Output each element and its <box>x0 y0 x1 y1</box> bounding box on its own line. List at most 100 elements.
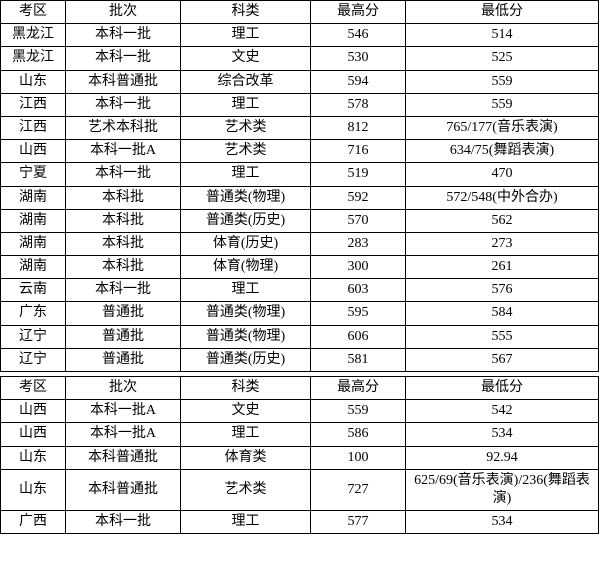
table-row: 山东本科普通批综合改革594559 <box>1 70 599 93</box>
table-row: 山东本科普通批体育类10092.94 <box>1 446 599 469</box>
table-row: 辽宁普通批普通类(历史)581567 <box>1 348 599 371</box>
table-cell: 普通类(物理) <box>181 325 311 348</box>
table-row: 山东本科普通批艺术类727625/69(音乐表演)/236(舞蹈表演) <box>1 469 599 510</box>
table-cell: 山东 <box>1 446 66 469</box>
table-cell: 山东 <box>1 469 66 510</box>
table-cell: 艺术本科批 <box>66 116 181 139</box>
admission-table-1: 考区 批次 科类 最高分 最低分 黑龙江本科一批理工546514黑龙江本科一批文… <box>0 0 599 372</box>
table-cell: 普通类(物理) <box>181 186 311 209</box>
table-cell: 湖南 <box>1 186 66 209</box>
table-cell: 本科批 <box>66 209 181 232</box>
table-cell: 江西 <box>1 116 66 139</box>
table-cell: 体育(物理) <box>181 256 311 279</box>
table-cell: 562 <box>406 209 599 232</box>
table-row: 黑龙江本科一批文史530525 <box>1 47 599 70</box>
table-cell: 625/69(音乐表演)/236(舞蹈表演) <box>406 469 599 510</box>
table-cell: 本科批 <box>66 186 181 209</box>
table-cell: 文史 <box>181 400 311 423</box>
table-cell: 100 <box>311 446 406 469</box>
table-cell: 本科一批 <box>66 47 181 70</box>
table-cell: 577 <box>311 511 406 534</box>
table-cell: 525 <box>406 47 599 70</box>
table-cell: 体育类 <box>181 446 311 469</box>
table-row: 山西本科一批A文史559542 <box>1 400 599 423</box>
table-cell: 黑龙江 <box>1 24 66 47</box>
table-cell: 603 <box>311 279 406 302</box>
table-1-body: 黑龙江本科一批理工546514黑龙江本科一批文史530525山东本科普通批综合改… <box>1 24 599 372</box>
table-cell: 592 <box>311 186 406 209</box>
table-row: 广西本科一批理工577534 <box>1 511 599 534</box>
table-cell: 文史 <box>181 47 311 70</box>
table-cell: 本科一批A <box>66 140 181 163</box>
table-cell: 546 <box>311 24 406 47</box>
table-cell: 542 <box>406 400 599 423</box>
table-row: 广东普通批普通类(物理)595584 <box>1 302 599 325</box>
table-cell: 本科普通批 <box>66 446 181 469</box>
table-row: 山西本科一批A理工586534 <box>1 423 599 446</box>
table-cell: 634/75(舞蹈表演) <box>406 140 599 163</box>
table-cell: 727 <box>311 469 406 510</box>
table-cell: 湖南 <box>1 256 66 279</box>
table-row: 湖南本科批普通类(物理)592572/548(中外合办) <box>1 186 599 209</box>
table-cell: 606 <box>311 325 406 348</box>
table-cell: 湖南 <box>1 209 66 232</box>
table-cell: 普通批 <box>66 348 181 371</box>
table-cell: 559 <box>406 93 599 116</box>
table-cell: 普通批 <box>66 302 181 325</box>
table-cell: 理工 <box>181 163 311 186</box>
table-row: 辽宁普通批普通类(物理)606555 <box>1 325 599 348</box>
table-cell: 716 <box>311 140 406 163</box>
table-cell: 本科一批 <box>66 93 181 116</box>
table-row: 黑龙江本科一批理工546514 <box>1 24 599 47</box>
table-cell: 普通批 <box>66 325 181 348</box>
table-1-header: 考区 批次 科类 最高分 最低分 <box>1 1 599 24</box>
table-cell: 273 <box>406 232 599 255</box>
table-cell: 艺术类 <box>181 140 311 163</box>
table-cell: 广东 <box>1 302 66 325</box>
table-row: 湖南本科批体育(物理)300261 <box>1 256 599 279</box>
col-batch: 批次 <box>66 377 181 400</box>
table-cell: 本科一批 <box>66 511 181 534</box>
table-cell: 湖南 <box>1 232 66 255</box>
table-cell: 本科批 <box>66 256 181 279</box>
table-2-body: 山西本科一批A文史559542山西本科一批A理工586534山东本科普通批体育类… <box>1 400 599 534</box>
table-cell: 570 <box>311 209 406 232</box>
table-cell: 本科批 <box>66 232 181 255</box>
table-cell: 765/177(音乐表演) <box>406 116 599 139</box>
table-cell: 595 <box>311 302 406 325</box>
table-cell: 283 <box>311 232 406 255</box>
table-row: 山西本科一批A艺术类716634/75(舞蹈表演) <box>1 140 599 163</box>
table-cell: 理工 <box>181 93 311 116</box>
table-cell: 534 <box>406 423 599 446</box>
col-region: 考区 <box>1 377 66 400</box>
table-cell: 555 <box>406 325 599 348</box>
table-cell: 辽宁 <box>1 325 66 348</box>
table-cell: 594 <box>311 70 406 93</box>
table-cell: 584 <box>406 302 599 325</box>
table-cell: 普通类(历史) <box>181 348 311 371</box>
table-header-row: 考区 批次 科类 最高分 最低分 <box>1 377 599 400</box>
table-cell: 云南 <box>1 279 66 302</box>
table-cell: 300 <box>311 256 406 279</box>
table-row: 江西本科一批理工578559 <box>1 93 599 116</box>
table-cell: 576 <box>406 279 599 302</box>
col-max-score: 最高分 <box>311 377 406 400</box>
table-cell: 体育(历史) <box>181 232 311 255</box>
table-cell: 理工 <box>181 511 311 534</box>
table-cell: 514 <box>406 24 599 47</box>
table-cell: 综合改革 <box>181 70 311 93</box>
table-cell: 普通类(历史) <box>181 209 311 232</box>
table-cell: 470 <box>406 163 599 186</box>
table-2-header: 考区 批次 科类 最高分 最低分 <box>1 377 599 400</box>
table-cell: 山东 <box>1 70 66 93</box>
col-min-score: 最低分 <box>406 377 599 400</box>
table-cell: 572/548(中外合办) <box>406 186 599 209</box>
col-max-score: 最高分 <box>311 1 406 24</box>
table-cell: 理工 <box>181 24 311 47</box>
table-cell: 581 <box>311 348 406 371</box>
col-region: 考区 <box>1 1 66 24</box>
table-cell: 艺术类 <box>181 116 311 139</box>
table-cell: 812 <box>311 116 406 139</box>
table-cell: 567 <box>406 348 599 371</box>
table-cell: 578 <box>311 93 406 116</box>
